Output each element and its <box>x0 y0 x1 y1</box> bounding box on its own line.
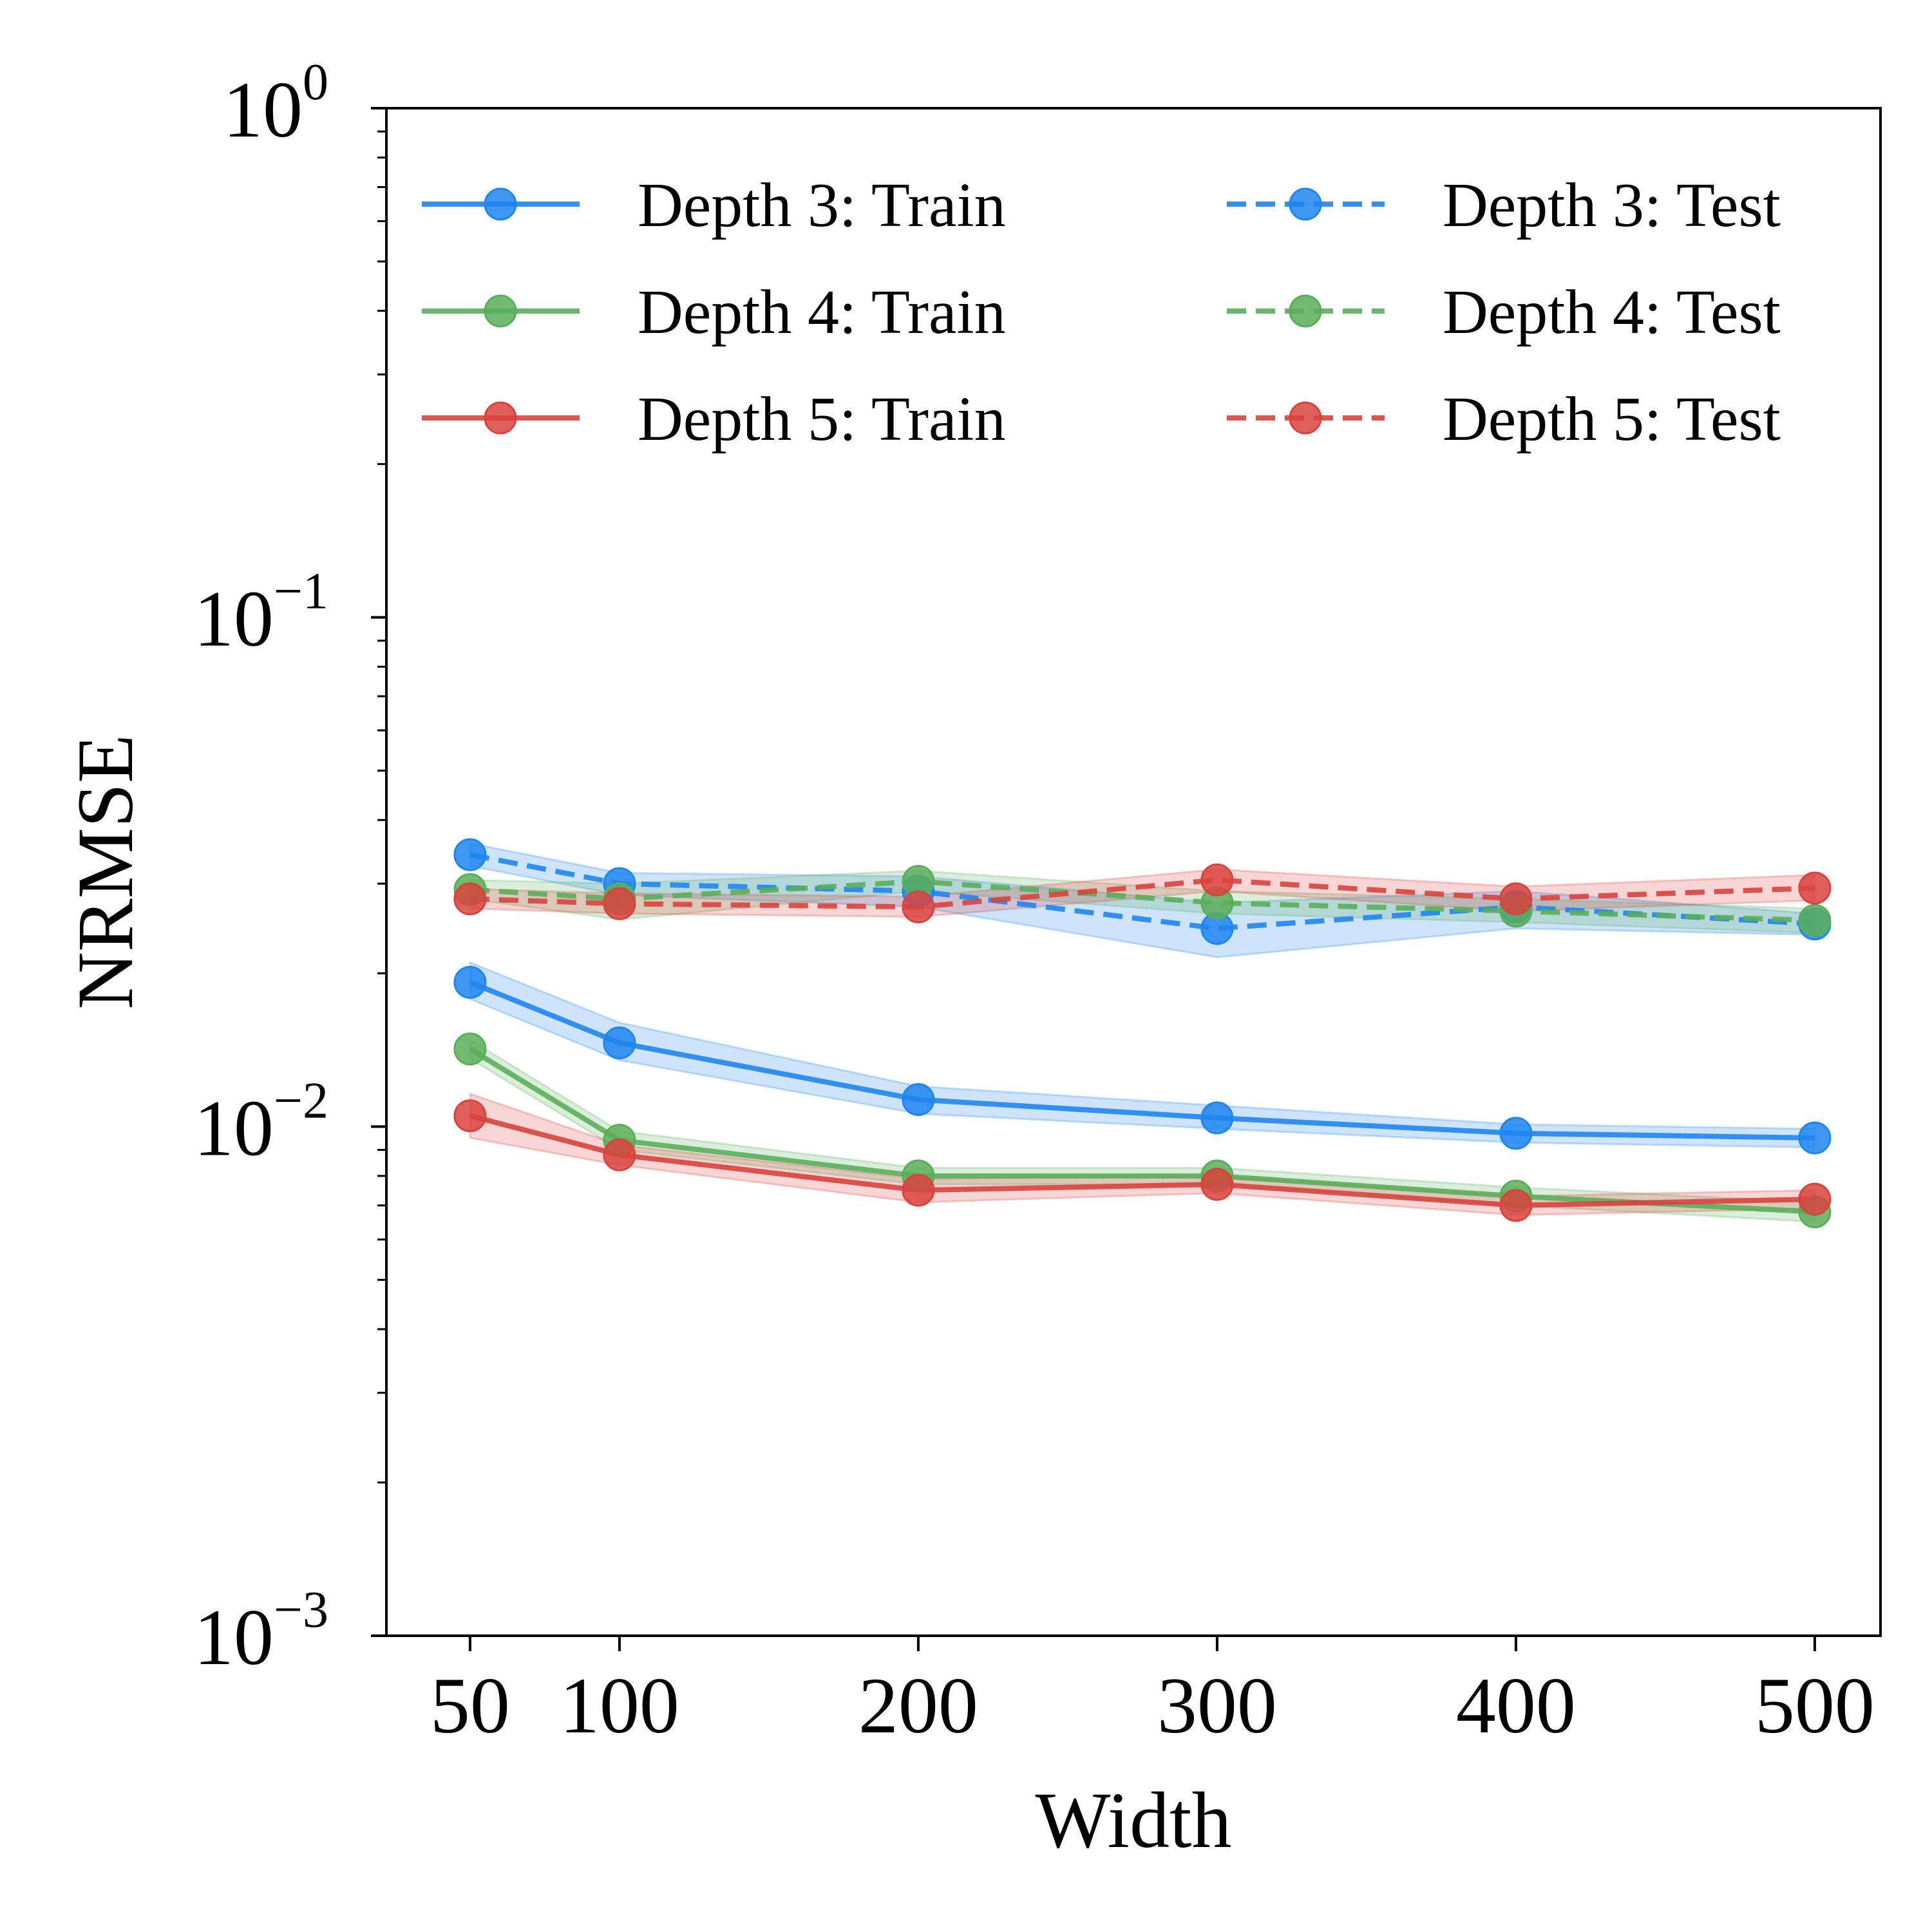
plot-frame <box>385 107 1882 1637</box>
x-axis-ticks: 50 100 200 300 400 500 <box>430 1636 1875 1750</box>
data-point-1-0 <box>453 1032 487 1066</box>
data-point-5-0 <box>453 882 487 916</box>
legend: Depth 3: Train Depth 4: Train Depth 5: Tra… <box>422 171 1781 454</box>
x-tick-label-3: 300 <box>1157 1662 1277 1750</box>
data-point-2-1 <box>603 1138 636 1171</box>
y-axis-label: NRMSE <box>61 734 149 1009</box>
x-tick-label-0: 50 <box>430 1662 510 1750</box>
data-point-5-2 <box>902 890 935 923</box>
legend-label-5: Depth 5: Test <box>1443 384 1781 454</box>
data-point-0-5 <box>1798 1121 1832 1155</box>
legend-label-1: Depth 4: Train <box>638 278 1006 347</box>
legend-marker-2 <box>484 401 517 435</box>
y-tick-label-0: 100 <box>223 54 328 154</box>
y-tick-label-2: 10−2 <box>194 1072 328 1172</box>
y-tick-label-1: 10−1 <box>194 564 328 663</box>
data-point-2-5 <box>1798 1182 1832 1216</box>
y-axis-ticks: 100 10−1 10−2 10−3 <box>194 54 386 1681</box>
data-point-4-5 <box>1798 904 1832 937</box>
data-point-2-0 <box>453 1099 487 1133</box>
series-line-5 <box>469 877 1815 910</box>
legend-marker-0 <box>484 187 517 221</box>
x-tick-label-5: 500 <box>1755 1662 1875 1750</box>
x-axis-label: Width <box>1036 1776 1232 1864</box>
data-point-5-4 <box>1499 882 1533 916</box>
data-point-5-3 <box>1200 863 1234 896</box>
series-line-3 <box>469 852 1815 931</box>
legend-marker-3 <box>1289 187 1322 221</box>
series-markers <box>453 838 1832 1229</box>
data-point-2-2 <box>902 1173 935 1207</box>
data-point-2-4 <box>1499 1189 1533 1222</box>
legend-marker-1 <box>484 294 517 328</box>
legend-label-2: Depth 5: Train <box>638 384 1006 454</box>
legend-marker-4 <box>1289 294 1322 328</box>
x-tick-label-1: 100 <box>560 1662 679 1750</box>
data-point-0-4 <box>1499 1117 1533 1150</box>
data-point-0-2 <box>902 1083 935 1116</box>
data-point-5-1 <box>603 887 636 920</box>
legend-label-4: Depth 4: Test <box>1443 278 1781 347</box>
data-point-2-3 <box>1200 1168 1234 1201</box>
legend-label-0: Depth 3: Train <box>638 171 1006 240</box>
series-line-2 <box>469 1113 1815 1208</box>
legend-marker-5 <box>1289 401 1322 435</box>
data-point-0-1 <box>603 1026 636 1059</box>
x-tick-label-4: 400 <box>1456 1662 1576 1750</box>
legend-label-3: Depth 3: Test <box>1443 171 1781 240</box>
data-point-0-3 <box>1200 1101 1234 1135</box>
y-tick-label-3: 10−3 <box>194 1582 328 1681</box>
x-tick-label-2: 200 <box>858 1662 978 1750</box>
series-line-1 <box>468 1046 1815 1215</box>
data-point-3-0 <box>453 838 487 871</box>
data-point-0-0 <box>453 965 487 999</box>
series-line-0 <box>469 980 1815 1141</box>
data-point-5-5 <box>1798 871 1832 905</box>
series-lines <box>468 852 1815 1215</box>
